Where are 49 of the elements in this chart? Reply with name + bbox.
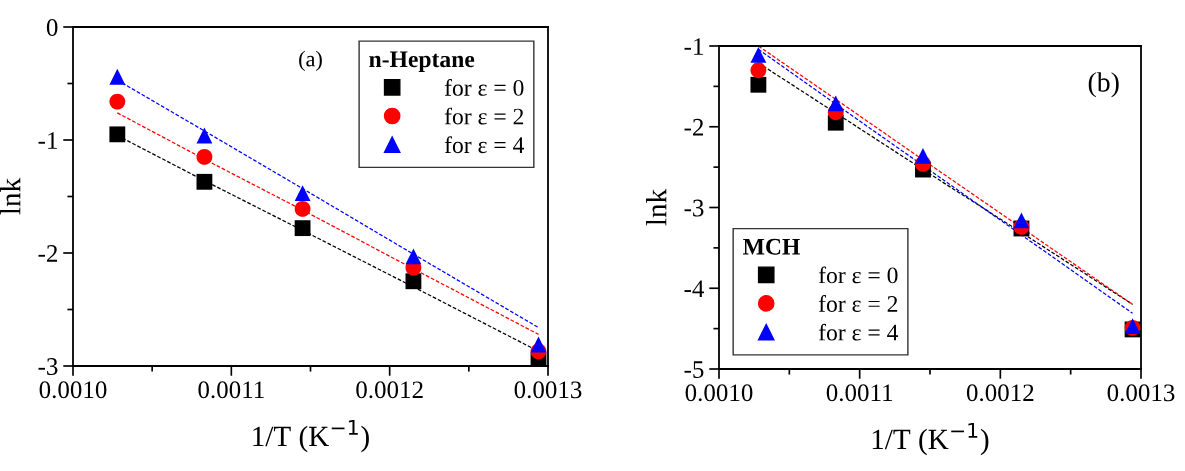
point [405, 248, 422, 265]
point [109, 93, 126, 110]
point [109, 68, 126, 85]
point [294, 201, 311, 217]
point [750, 76, 767, 93]
y-tick-label: -3 [38, 358, 58, 375]
legend-label: for ε = 0 [818, 266, 898, 284]
x-axis-title: 1/T (K$^{−1}$) [253, 419, 369, 453]
x-tick-label: 0.0013 [1107, 384, 1175, 402]
point [750, 62, 767, 79]
y-tick-label: -2 [684, 118, 704, 136]
point [405, 273, 422, 290]
legend-label: for ε = 0 [444, 79, 524, 96]
y-tick-label: -1 [684, 38, 703, 55]
point [750, 46, 767, 63]
y-tick-label: 0 [46, 19, 58, 36]
legend-label: for ε = 2 [444, 107, 524, 125]
y-tick-label: -3 [684, 199, 704, 217]
annotation: (a) [299, 50, 322, 71]
point [530, 336, 547, 353]
legend-title: MCH [743, 238, 800, 255]
x-tick-label: 0.0011 [198, 381, 264, 399]
y-tick-label: -2 [38, 245, 58, 262]
point [1013, 212, 1030, 229]
x-axis-title: 1/T (K$^{−1}$) [872, 422, 989, 456]
legend-label: for ε = 4 [818, 323, 899, 341]
y-axis-title: lnk [646, 188, 667, 226]
x-tick-label: 0.0011 [826, 384, 893, 402]
point [915, 147, 931, 164]
point [294, 220, 311, 237]
point [196, 127, 213, 144]
legend-label: for ε = 4 [444, 136, 525, 154]
legend-title: n-Heptane [369, 51, 475, 73]
annotation: (b) [1088, 72, 1119, 98]
x-tick-label: 0.0010 [685, 384, 753, 402]
x-tick-label: 0.0010 [39, 381, 107, 399]
x-tick-label: 0.0013 [514, 381, 582, 399]
point [109, 126, 126, 143]
legend-label: for ε = 2 [818, 295, 898, 312]
y-tick-label: -4 [684, 280, 705, 297]
point [196, 149, 213, 165]
x-tick-label: 0.0012 [966, 384, 1034, 402]
y-tick-label: -1 [38, 132, 57, 149]
point [196, 173, 213, 190]
point [294, 185, 311, 202]
point [827, 95, 844, 112]
x-tick-label: 0.0012 [356, 381, 423, 399]
y-tick-label: -5 [684, 361, 704, 378]
y-axis-title: lnk [0, 177, 21, 215]
